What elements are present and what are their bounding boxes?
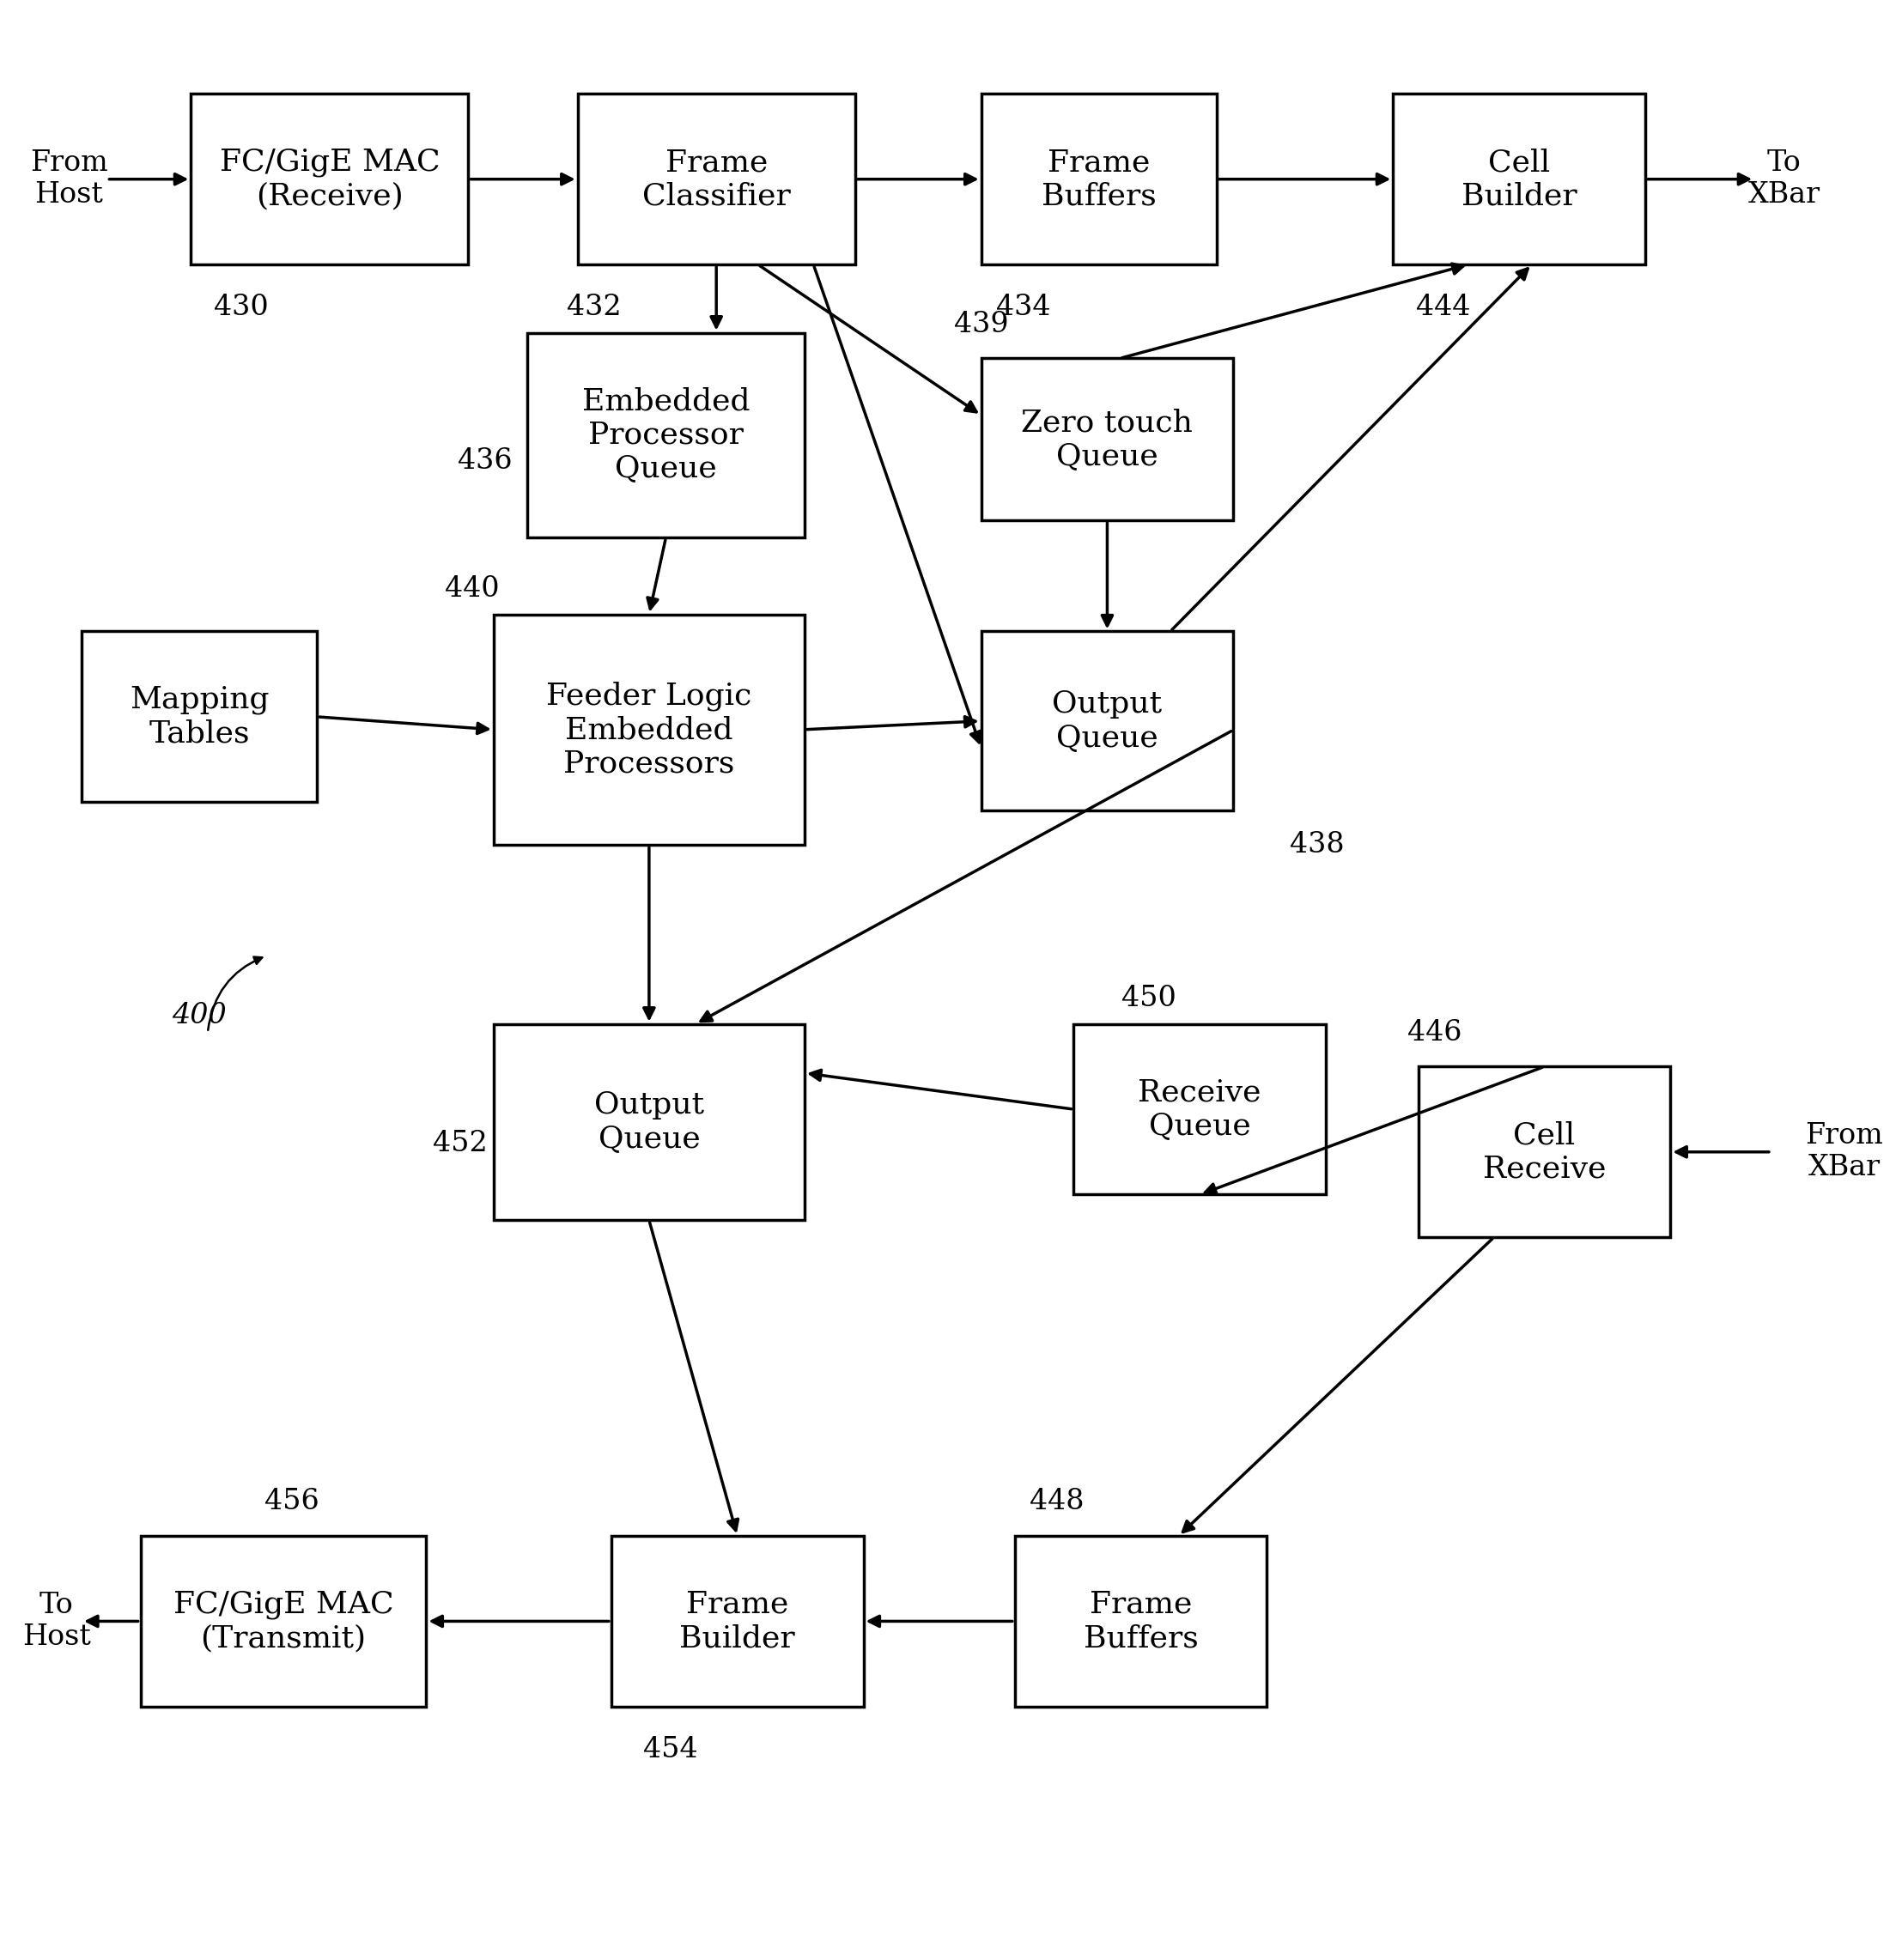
Text: 400: 400	[171, 1002, 226, 1029]
Text: 454: 454	[643, 1735, 698, 1762]
Text: 436: 436	[458, 447, 512, 474]
Text: 450: 450	[1122, 984, 1177, 1011]
Text: Receive
Queue: Receive Queue	[1137, 1078, 1261, 1141]
Text: From
Host: From Host	[30, 149, 108, 210]
FancyBboxPatch shape	[527, 333, 805, 537]
Text: To
XBar: To XBar	[1748, 149, 1820, 210]
Text: To
Host: To Host	[23, 1592, 91, 1650]
FancyBboxPatch shape	[493, 613, 805, 845]
Text: Output
Queue: Output Queue	[593, 1090, 704, 1154]
FancyBboxPatch shape	[141, 1537, 426, 1707]
Text: FC/GigE MAC
(Receive): FC/GigE MAC (Receive)	[219, 147, 439, 210]
FancyBboxPatch shape	[981, 94, 1217, 265]
Text: 438: 438	[1290, 831, 1345, 858]
Text: Feeder Logic
Embedded
Processors: Feeder Logic Embedded Processors	[546, 680, 751, 778]
FancyBboxPatch shape	[82, 631, 318, 802]
Text: 444: 444	[1417, 294, 1470, 321]
Text: Frame
Builder: Frame Builder	[679, 1590, 795, 1652]
Text: Mapping
Tables: Mapping Tables	[129, 686, 268, 749]
FancyBboxPatch shape	[611, 1537, 864, 1707]
Text: 452: 452	[432, 1129, 487, 1156]
FancyBboxPatch shape	[1419, 1066, 1670, 1237]
Text: Frame
Buffers: Frame Buffers	[1042, 147, 1156, 210]
Text: Frame
Classifier: Frame Classifier	[643, 147, 791, 210]
Text: Frame
Buffers: Frame Buffers	[1084, 1590, 1198, 1652]
Text: Embedded
Processor
Queue: Embedded Processor Queue	[582, 386, 749, 484]
Text: Cell
Receive: Cell Receive	[1484, 1121, 1605, 1184]
FancyBboxPatch shape	[1392, 94, 1645, 265]
FancyBboxPatch shape	[1073, 1023, 1326, 1194]
Text: 432: 432	[567, 294, 622, 321]
FancyBboxPatch shape	[981, 359, 1232, 521]
Text: From
XBar: From XBar	[1805, 1123, 1883, 1182]
Text: Zero touch
Queue: Zero touch Queue	[1021, 408, 1193, 470]
FancyBboxPatch shape	[981, 631, 1232, 811]
Text: 456: 456	[264, 1488, 320, 1515]
Text: 440: 440	[445, 574, 500, 602]
FancyBboxPatch shape	[578, 94, 856, 265]
Text: 434: 434	[997, 294, 1050, 321]
Text: FC/GigE MAC
(Transmit): FC/GigE MAC (Transmit)	[173, 1590, 394, 1652]
Text: 439: 439	[953, 310, 1008, 337]
Text: 446: 446	[1407, 1019, 1463, 1047]
FancyBboxPatch shape	[493, 1023, 805, 1221]
FancyBboxPatch shape	[1016, 1537, 1267, 1707]
Text: 448: 448	[1029, 1488, 1084, 1515]
Text: 430: 430	[215, 294, 268, 321]
FancyBboxPatch shape	[190, 94, 468, 265]
Text: Cell
Builder: Cell Builder	[1461, 147, 1577, 210]
Text: Output
Queue: Output Queue	[1052, 690, 1162, 753]
